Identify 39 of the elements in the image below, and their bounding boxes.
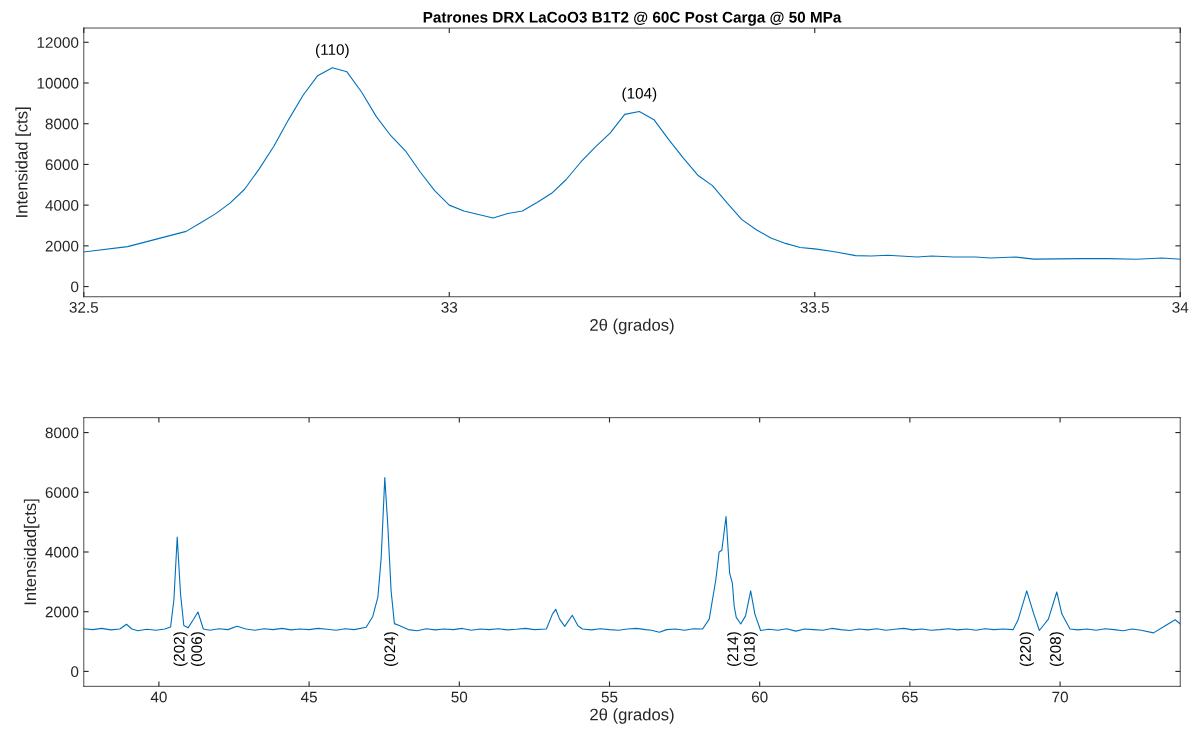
x-tick-label: 34 xyxy=(1172,302,1189,313)
annotation: (208) xyxy=(1049,632,1064,666)
y-tick-label: 6000 xyxy=(45,159,79,171)
y-tick-label: 4000 xyxy=(45,546,79,558)
x-tick-label: 45 xyxy=(300,691,317,703)
y-axis-title: Intensidad[cts] xyxy=(23,499,40,605)
x-axis-title: 2θ (grados) xyxy=(590,708,674,724)
x-tick-label: 32.5 xyxy=(69,302,99,313)
y-tick-label: 8000 xyxy=(45,427,79,439)
y-tick-label: 0 xyxy=(71,666,79,678)
annotation: (220) xyxy=(1019,632,1034,666)
x-tick-label: 33.5 xyxy=(800,302,829,313)
annotation: (006) xyxy=(190,632,206,666)
x-tick-label: 60 xyxy=(751,691,768,703)
y-tick-label: 6000 xyxy=(45,487,79,498)
annotation: (018) xyxy=(743,632,758,666)
x-axis-title: 2θ (grados) xyxy=(590,318,674,335)
x-tick-label: 55 xyxy=(601,691,618,703)
x-tick-label: 50 xyxy=(451,691,468,703)
line-series xyxy=(83,477,1181,634)
y-tick-label: 2000 xyxy=(45,606,79,618)
y-tick-label: 8000 xyxy=(45,118,79,130)
y-axis-title: Intensidad [cts] xyxy=(15,107,31,217)
y-tick-label: 0 xyxy=(71,281,79,293)
annotation: (110) xyxy=(316,43,349,59)
x-tick-label: 65 xyxy=(902,691,918,703)
y-tick-label: 4000 xyxy=(45,200,79,211)
annotation: (214) xyxy=(727,632,742,666)
annotation: (202) xyxy=(173,632,188,666)
x-tick-label: 40 xyxy=(150,691,167,703)
annotation: (104) xyxy=(622,87,657,102)
annotation: (024) xyxy=(383,632,399,666)
y-tick-label: 2000 xyxy=(45,240,79,252)
chart-title: Patrones DRX LaCoO3 B1T2 @ 60C Post Carga @ 50 MPa xyxy=(423,11,842,26)
y-tick-label: 12000 xyxy=(37,37,79,48)
y-tick-label: 10000 xyxy=(37,77,79,89)
x-tick-label: 33 xyxy=(441,302,458,313)
x-tick-label: 70 xyxy=(1052,691,1068,703)
line-series xyxy=(83,67,1181,260)
